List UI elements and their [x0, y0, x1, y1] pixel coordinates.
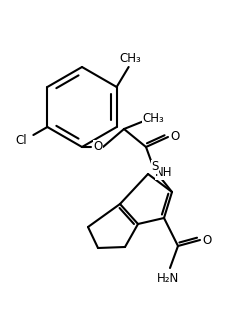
Text: NH: NH [155, 167, 173, 179]
Text: H₂N: H₂N [157, 272, 179, 284]
Text: O: O [202, 233, 212, 247]
Text: S: S [151, 160, 159, 173]
Text: O: O [93, 141, 103, 153]
Text: CH₃: CH₃ [120, 53, 141, 65]
Text: CH₃: CH₃ [142, 111, 164, 125]
Text: O: O [170, 131, 180, 143]
Text: Cl: Cl [16, 134, 27, 148]
